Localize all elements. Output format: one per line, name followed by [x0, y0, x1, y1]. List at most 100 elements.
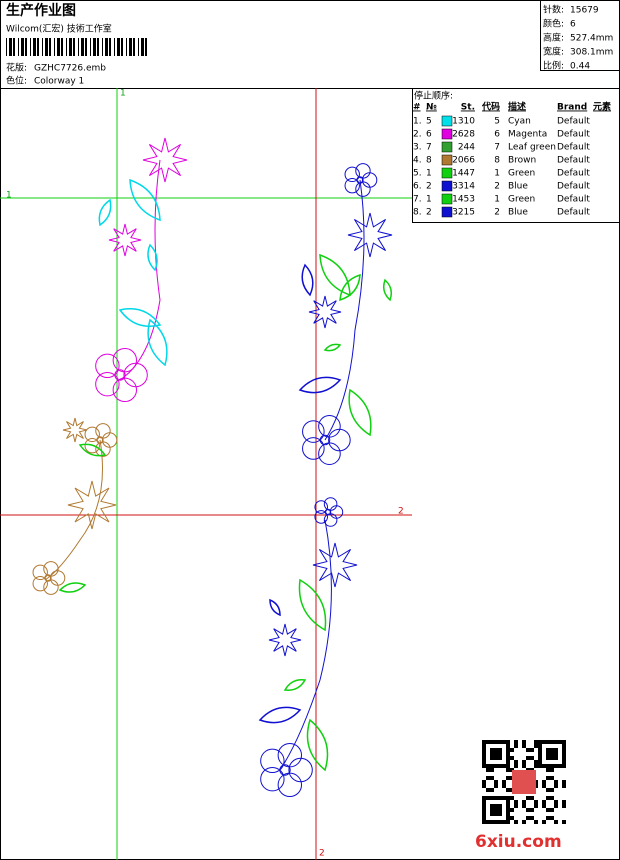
cell-description: Cyan: [508, 117, 531, 127]
cell-description: Magenta: [508, 130, 547, 140]
qr-cell: [522, 820, 526, 824]
qr-cell: [550, 796, 554, 800]
petal: [344, 166, 360, 183]
qr-cell: [494, 780, 498, 784]
barcode-bar: [21, 38, 24, 56]
qr-cell: [522, 740, 526, 744]
qr-cell: [494, 752, 498, 756]
embroidery-art: [32, 137, 393, 798]
barcode-bar: [66, 38, 67, 56]
qr-cell: [510, 808, 514, 812]
stem: [44, 439, 103, 581]
qr-cell: [562, 760, 566, 764]
cell-code: 7: [494, 143, 500, 153]
qr-cell: [534, 804, 538, 808]
bloom: [108, 223, 142, 257]
cell-needle: 6: [426, 130, 432, 140]
barcode-bar: [117, 38, 120, 56]
qr-cell: [550, 764, 554, 768]
qr-cell: [506, 796, 510, 800]
leaf: [147, 243, 158, 272]
qr-cell: [506, 760, 510, 764]
cell-stitches: 2628: [452, 130, 475, 140]
qr-cell: [542, 784, 546, 788]
qr-cell: [550, 808, 554, 812]
qr-cell: [550, 788, 554, 792]
cell-stitches: 1310: [452, 117, 475, 127]
cell-index: 6.: [413, 182, 422, 192]
color-swatch: [441, 154, 453, 166]
cell-brand: Default: [557, 182, 590, 192]
barcode-bar: [37, 38, 39, 56]
qr-cell: [554, 764, 558, 768]
barcode-bar: [121, 38, 123, 56]
color-swatch: [441, 115, 453, 127]
cell-description: Green: [508, 169, 535, 179]
qr-cell: [514, 800, 518, 804]
qr-cell: [554, 820, 558, 824]
leaf: [306, 718, 329, 772]
color-swatch: [441, 128, 453, 140]
qr-cell: [538, 740, 542, 744]
qr-cell: [550, 816, 554, 820]
petal: [95, 371, 120, 397]
qr-cell: [522, 764, 526, 768]
qr-cell: [522, 760, 526, 764]
petal: [95, 353, 120, 379]
barcode-bar: [25, 38, 27, 56]
cell-needle: 7: [426, 143, 432, 153]
cell-code: 1: [494, 195, 500, 205]
bloom: [67, 480, 117, 530]
barcode-bar: [93, 38, 96, 56]
leaf: [118, 308, 162, 327]
cell-code: 1: [494, 169, 500, 179]
qr-cell: [514, 760, 518, 764]
qr-cell: [486, 764, 490, 768]
qr-cell: [546, 768, 550, 772]
qr-cell: [554, 780, 558, 784]
barcode-bar: [105, 38, 108, 56]
qr-cell: [554, 740, 558, 744]
qr-cell: [526, 808, 530, 812]
qr-cell: [562, 800, 566, 804]
bloom: [312, 542, 358, 588]
barcode-bar: [81, 38, 84, 56]
barcode-bar: [126, 38, 127, 56]
cell-stitches: 3314: [452, 182, 475, 192]
petal: [302, 420, 325, 443]
qr-cell: [562, 740, 566, 744]
studio: Wilcom(汇宏) 技術工作室: [6, 23, 112, 35]
qr-cell: [498, 764, 502, 768]
barcode-bar: [13, 38, 15, 56]
qr-logo: [512, 770, 536, 794]
qr-cell: [490, 768, 494, 772]
barcode-bar: [69, 38, 72, 56]
qr-cell: [490, 796, 494, 800]
leaf: [129, 178, 161, 222]
bloom: [268, 623, 302, 657]
info-label: 宽度:: [543, 46, 564, 58]
barcode-bar: [49, 38, 51, 56]
qr-cell: [506, 800, 510, 804]
cell-description: Brown: [508, 156, 536, 166]
cell-needle: 8: [426, 156, 432, 166]
cell-description: Blue: [508, 182, 528, 192]
qr-cell: [546, 816, 550, 820]
qr-cell: [490, 740, 494, 744]
petal: [84, 437, 100, 454]
leaf: [382, 278, 393, 302]
qr-cell: [506, 768, 510, 772]
qr-cell: [494, 756, 498, 760]
cell-needle: 2: [426, 182, 432, 192]
barcode-bar: [42, 38, 43, 56]
qr-cell: [530, 816, 534, 820]
qr-cell: [562, 756, 566, 760]
qr-cell: [482, 800, 486, 804]
cell-needle: 2: [426, 208, 432, 218]
barcode-bar: [61, 38, 63, 56]
petal: [260, 766, 285, 792]
qr-cell: [482, 756, 486, 760]
barcode-bar: [109, 38, 111, 56]
leaf: [78, 443, 107, 457]
